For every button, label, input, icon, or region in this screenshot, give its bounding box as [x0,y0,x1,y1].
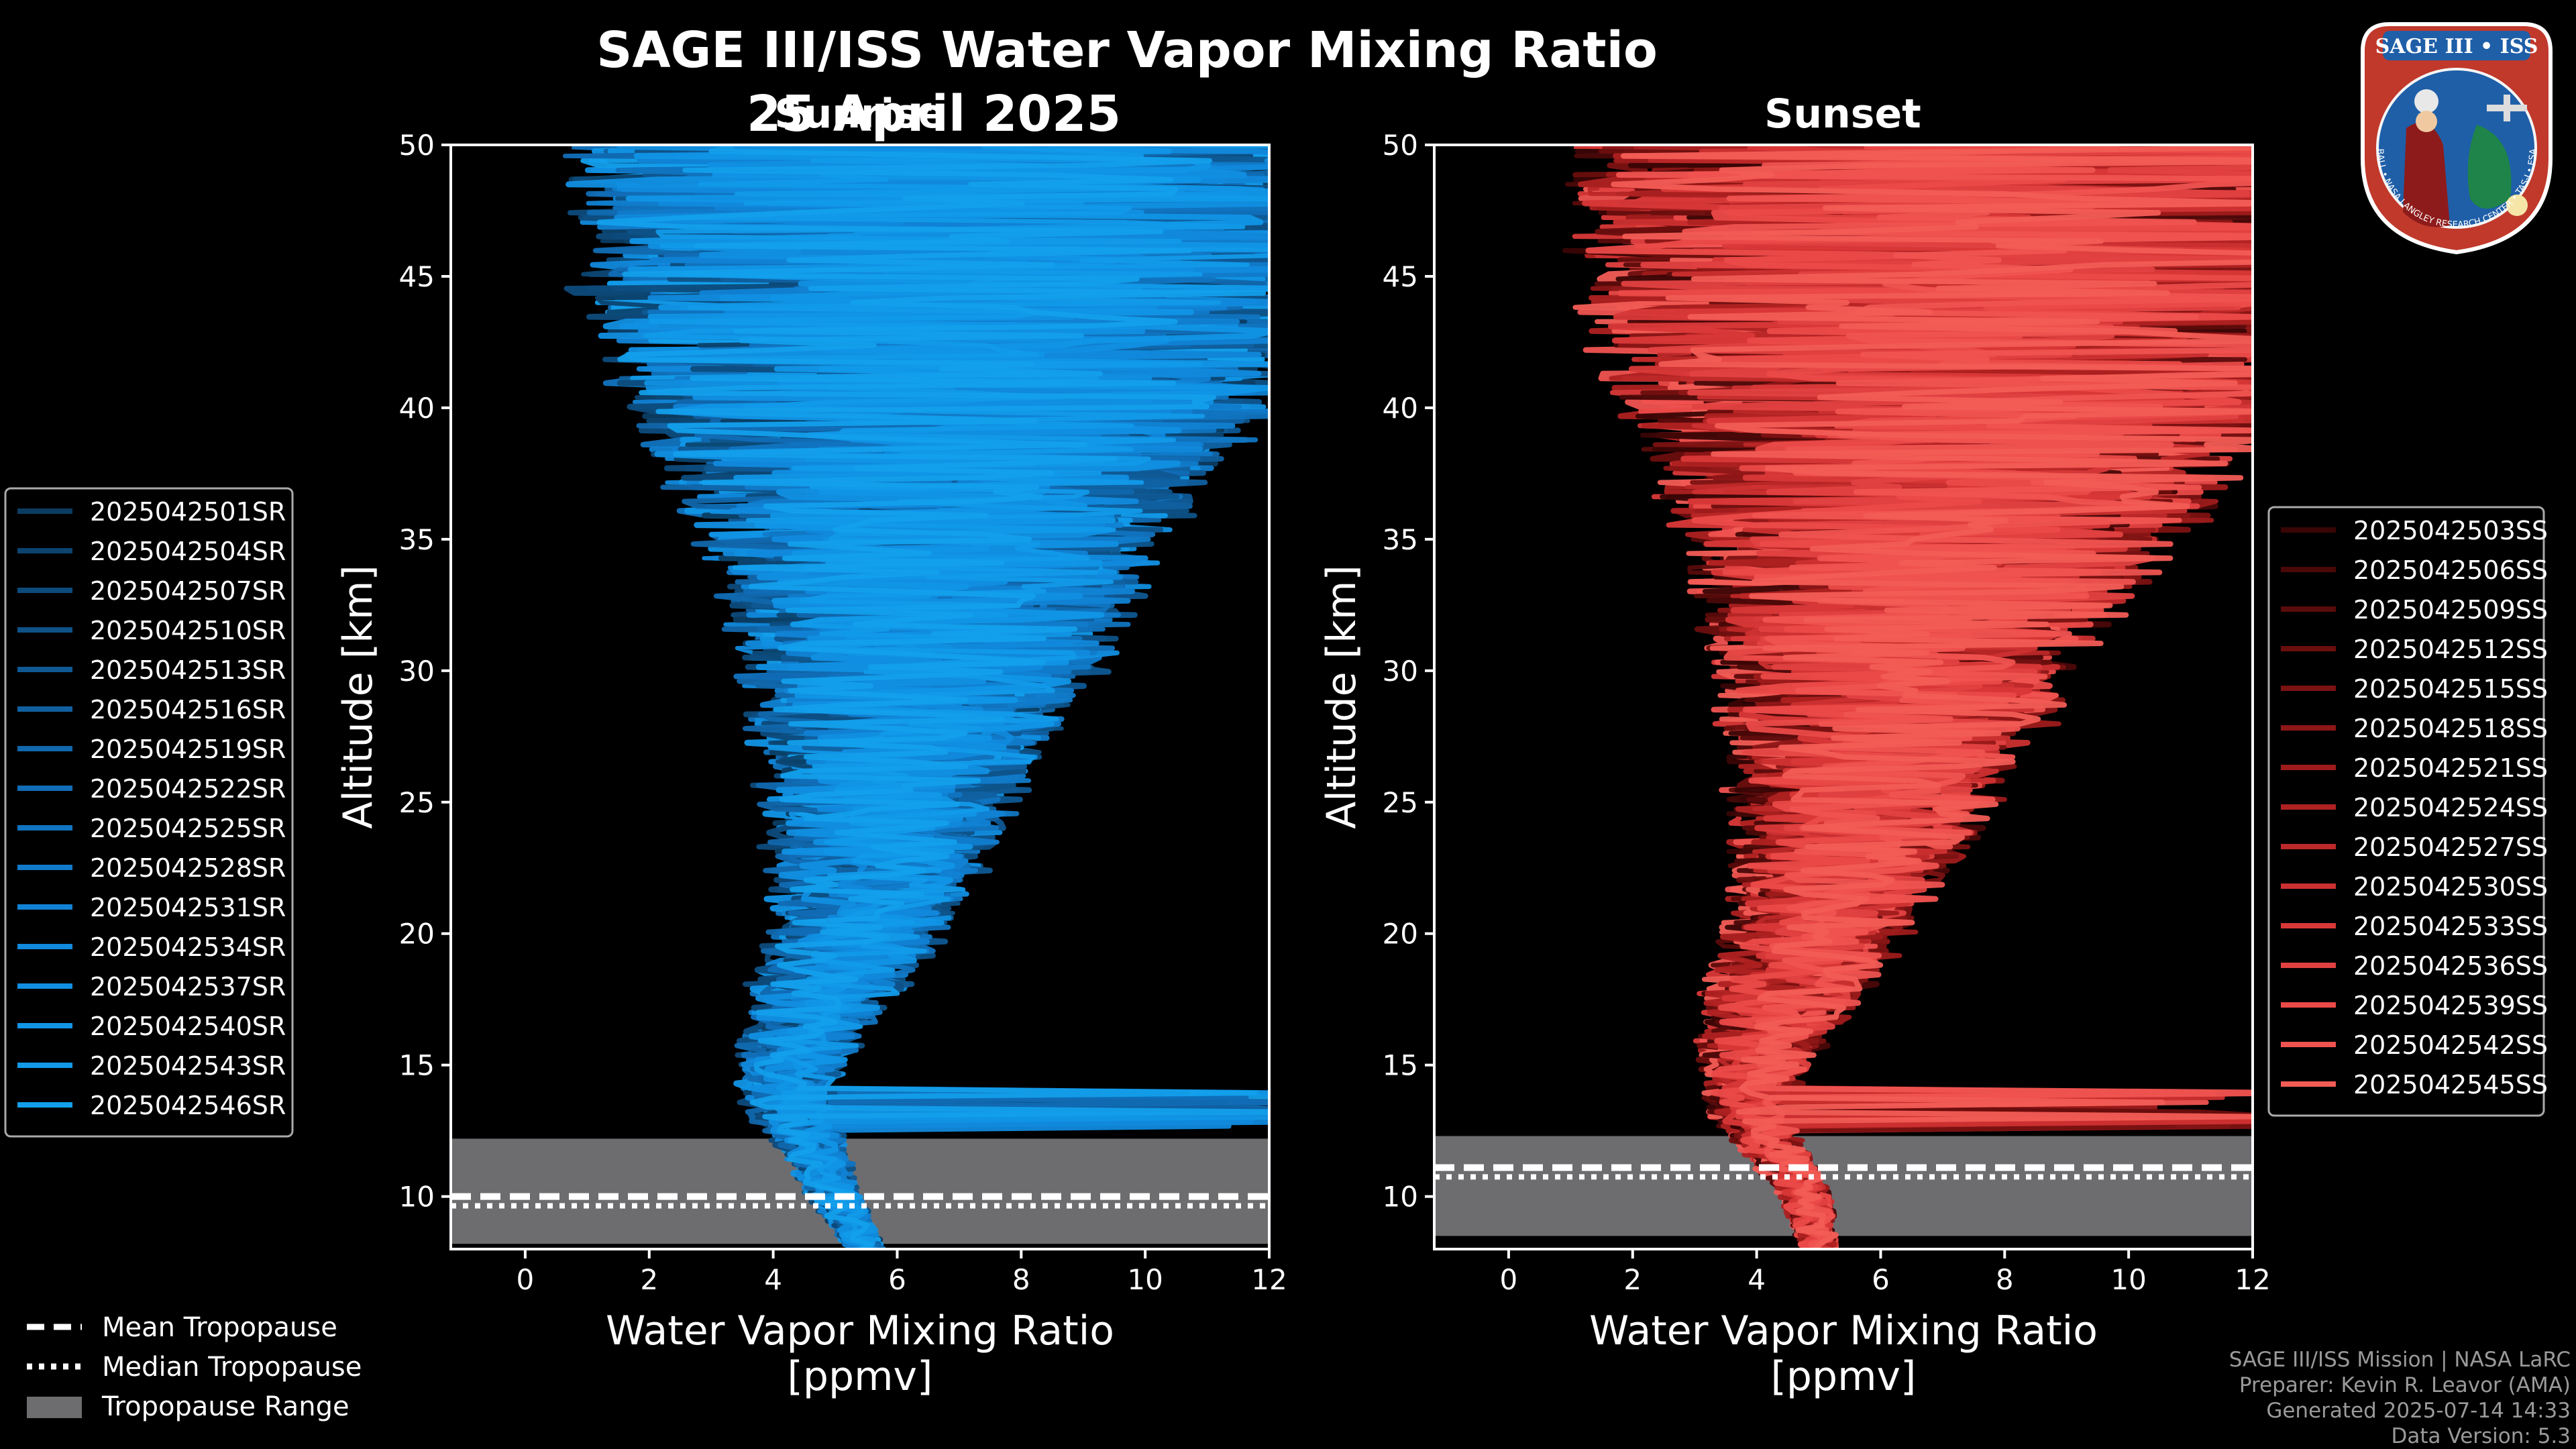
plot-frame [449,144,1271,1250]
x-tick-label: 0 [517,1263,535,1296]
legend-box [4,487,294,1138]
legend-label: 2025042528SR [90,853,286,883]
legend-label: 2025042501SR [90,497,286,527]
tropopause-range-label: Tropopause Range [101,1391,350,1422]
legend-label: 2025042522SR [90,774,286,804]
legend-label: 2025042510SR [90,616,286,645]
x-tick-label: 4 [1748,1263,1766,1296]
y-tick-label: 40 [1383,392,1418,425]
legend-label: 2025042509SS [2353,595,2548,625]
x-tick-label: 10 [2110,1263,2146,1296]
credits-version: Data Version: 5.3 [2391,1424,2571,1448]
sunset-panel: 0 2 4 6 8 10 12 10 15 20 25 30 35 40 45 50 Water Vapor M… [1318,129,2271,1400]
x-axis-unit: [ppmv] [1771,1353,1917,1400]
sunrise-panel: 0 2 4 6 8 10 12 10 15 20 25 30 35 40 45 50 Water Vapor M… [335,129,1287,1400]
legend-label: 2025042543SR [90,1051,286,1081]
legend-label: 2025042546SR [90,1091,286,1120]
tropopause-legend: Mean Tropopause Median Tropopause Tropop… [27,1312,362,1422]
tropopause-range-band [1434,1136,2253,1236]
legend-label: 2025042540SR [90,1012,286,1041]
credits-preparer: Preparer: Kevin R. Leavor (AMA) [2239,1373,2571,1397]
legend-label: 2025042521SS [2353,753,2548,783]
profile-line-2025042545SS [1611,145,2253,1249]
sage-mission-logo: SAGE III • ISS BALL • NASA LANGLEY RESEA… [2361,22,2553,255]
y-tick-label: 20 [1383,918,1418,951]
y-axis-label: Altitude [km] [335,565,382,829]
plot-frame [1433,144,2254,1250]
x-tick-label: 2 [1623,1263,1642,1296]
legend-label: 2025042507SR [90,576,286,606]
legend-box [2267,506,2545,1117]
y-tick-label: 10 [399,1181,435,1214]
credits-mission: SAGE III/ISS Mission | NASA LaRC [2229,1348,2571,1372]
legend-label: 2025042539SS [2353,991,2548,1020]
legend-label: 2025042534SR [90,932,286,962]
panel-title-sunset: Sunset [1764,91,1921,138]
x-tick-label: 10 [1127,1263,1163,1296]
x-tick-label: 8 [1996,1263,2014,1296]
legend-label: 2025042524SS [2353,793,2548,822]
chart-date: 25 April 2025 [747,85,1121,143]
panel-title-sunrise: Sunrise [774,91,945,138]
y-tick-label: 50 [1383,129,1418,162]
x-axis-unit: [ppmv] [788,1353,933,1400]
credits-block: SAGE III/ISS Mission | NASA LaRC Prepare… [2229,1347,2571,1449]
legend-label: 2025042533SS [2353,912,2548,941]
x-axis-label: Water Vapor Mixing Ratio [1589,1307,2098,1354]
y-tick-label: 45 [1383,260,1418,293]
legend-label: 2025042515SS [2353,674,2548,704]
mean-tropopause-label: Mean Tropopause [102,1312,337,1343]
y-tick-label: 25 [399,786,435,819]
y-tick-label: 35 [1383,523,1418,556]
x-tick-label: 6 [888,1263,906,1296]
tropopause-range-swatch [27,1397,82,1418]
y-tick-label: 30 [399,655,435,688]
y-tick-label: 25 [1383,786,1418,819]
legend-label: 2025042527SS [2353,833,2548,862]
y-tick-label: 40 [399,392,435,425]
x-axis-label: Water Vapor Mixing Ratio [606,1307,1114,1354]
y-tick-label: 20 [399,918,435,951]
y-tick-label: 50 [399,129,435,162]
x-tick-label: 0 [1500,1263,1518,1296]
y-tick-label: 35 [399,523,435,556]
median-tropopause-label: Median Tropopause [102,1352,362,1383]
x-tick-label: 6 [1872,1263,1890,1296]
sunset-legend: 2025042503SS 2025042506SS 2025042509SS 2025… [2267,506,2548,1117]
x-tick-label: 2 [640,1263,658,1296]
legend-label: 2025042525SR [90,814,286,843]
chart-title: SAGE III/ISS Water Vapor Mixing Ratio [596,21,1658,79]
y-tick-label: 45 [399,260,435,293]
logo-title: SAGE III • ISS [2375,35,2538,58]
legend-label: 2025042506SS [2353,555,2548,585]
legend-label: 2025042518SS [2353,714,2548,743]
legend-label: 2025042530SS [2353,872,2548,902]
x-tick-label: 12 [1251,1263,1287,1296]
x-tick-label: 8 [1012,1263,1030,1296]
x-tick-label: 4 [764,1263,782,1296]
legend-label: 2025042512SS [2353,635,2548,664]
legend-label: 2025042531SR [90,893,286,922]
x-tick-label: 12 [2235,1263,2270,1296]
sunrise-legend: 2025042501SR 2025042504SR 2025042507SR 2025… [4,487,294,1138]
y-axis-label: Altitude [km] [1318,565,1365,829]
y-tick-label: 15 [399,1049,435,1082]
y-tick-label: 15 [1383,1049,1418,1082]
legend-label: 2025042545SS [2353,1070,2548,1099]
legend-label: 2025042536SS [2353,951,2548,981]
profile-line-2025042546SR [596,145,1269,1249]
credits-generated: Generated 2025-07-14 14:33 [2266,1399,2571,1423]
legend-label: 2025042519SR [90,735,286,764]
legend-label: 2025042503SS [2353,516,2548,545]
legend-label: 2025042516SR [90,695,286,724]
legend-label: 2025042504SR [90,537,286,566]
legend-label: 2025042542SS [2353,1030,2548,1060]
legend-label: 2025042537SR [90,972,286,1002]
legend-label: 2025042513SR [90,655,286,685]
y-tick-label: 10 [1383,1181,1418,1214]
y-tick-label: 30 [1383,655,1418,688]
